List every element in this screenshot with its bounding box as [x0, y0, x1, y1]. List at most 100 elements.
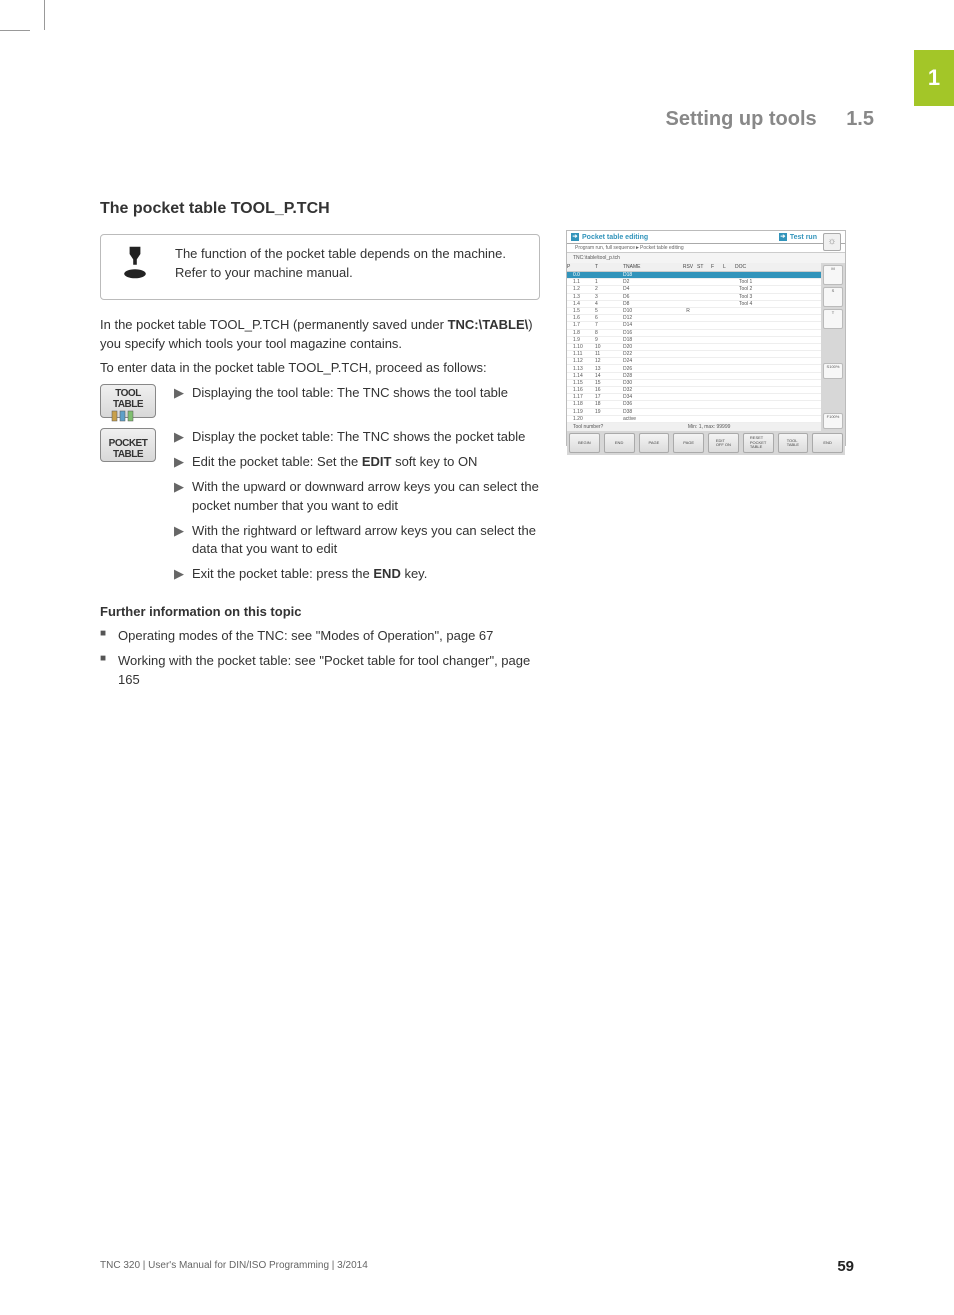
page-number: 59: [837, 1258, 854, 1275]
further-1-text: Operating modes of the TNC: see "Modes o…: [118, 627, 493, 646]
tnc-screenshot: ☼ ➔Pocket table editing ➔Test run Progra…: [566, 230, 846, 446]
section-heading: The pocket table TOOL_P.TCH: [100, 200, 540, 218]
screenshot-softkey[interactable]: PAGE: [673, 433, 704, 453]
table-header: P T TNAME RSV ST F L DOC: [567, 263, 821, 272]
side-tile[interactable]: S: [823, 287, 843, 307]
table-row[interactable]: 1.88D16: [567, 330, 821, 337]
tool-table-softkey[interactable]: TOOL TABLE: [100, 384, 156, 418]
hdr-t: T: [595, 263, 623, 271]
intro-paragraph-1: In the pocket table TOOL_P.TCH (permanen…: [100, 316, 540, 354]
title-left-text: Pocket table editing: [582, 234, 648, 241]
screenshot-softkey[interactable]: RESET POCKET TABLE: [743, 433, 774, 453]
footer-left: TNC 320 | User's Manual for DIN/ISO Prog…: [100, 1260, 368, 1271]
further-item-1: ■ Operating modes of the TNC: see "Modes…: [100, 627, 540, 646]
intro1-bold: TNC:\TABLE\: [448, 317, 529, 332]
table-row[interactable]: 1.77D14: [567, 322, 821, 329]
table-row[interactable]: 1.22D4Tool 2: [567, 286, 821, 293]
bullet-icon: ■: [100, 627, 118, 646]
table-row[interactable]: 1.1616D32: [567, 387, 821, 394]
step-6-text: Exit the pocket table: press the END key…: [192, 565, 427, 584]
step-5-text: With the rightward or leftward arrow key…: [192, 522, 540, 560]
step-row-1: TOOL TABLE ▶ Displaying the tool table: …: [100, 384, 540, 418]
hdr-rsv: RSV: [679, 263, 697, 271]
intro1-part-a: In the pocket table TOOL_P.TCH (permanen…: [100, 317, 448, 332]
step-5: ▶ With the rightward or leftward arrow k…: [174, 522, 540, 560]
step-3: ▶ Edit the pocket table: Set the EDIT so…: [174, 453, 540, 472]
hdr-st: ST: [697, 263, 711, 271]
screenshot-softkey[interactable]: PAGE: [639, 433, 670, 453]
side-tile[interactable]: M: [823, 265, 843, 285]
tool-table-icon: [108, 410, 148, 422]
screenshot-softkey-row: BEGINENDPAGEPAGEEDIT OFF ONRESET POCKET …: [567, 431, 845, 455]
table-row[interactable]: 1.11D2Tool 1: [567, 279, 821, 286]
table-row[interactable]: 1.55D10R: [567, 308, 821, 315]
s3c: soft key to ON: [391, 454, 477, 469]
step-2-text: Display the pocket table: The TNC shows …: [192, 428, 525, 447]
s6c: key.: [401, 566, 428, 581]
softkey-label: POCKET TABLE: [101, 432, 155, 460]
table-row[interactable]: 1.1212D24: [567, 358, 821, 365]
step-2: ▶ Display the pocket table: The TNC show…: [174, 428, 540, 447]
arrow-icon: ➔: [779, 233, 787, 241]
title-right: ➔Test run: [775, 231, 821, 243]
step-3-text: Edit the pocket table: Set the EDIT soft…: [192, 453, 477, 472]
side-override-f[interactable]: F100%: [823, 413, 843, 429]
side-tile[interactable]: T: [823, 309, 843, 329]
screenshot-body: P T TNAME RSV ST F L DOC 0.0D181.11D2Too…: [567, 263, 845, 431]
chapter-tab: 1: [914, 50, 954, 106]
step-marker-icon: ▶: [174, 384, 192, 403]
table-row[interactable]: 1.1414D28: [567, 373, 821, 380]
step-marker-icon: ▶: [174, 565, 192, 584]
table-row[interactable]: 1.1919D38: [567, 409, 821, 416]
pocket-table: P T TNAME RSV ST F L DOC 0.0D181.11D2Too…: [567, 263, 821, 431]
table-row[interactable]: 1.1818D36: [567, 401, 821, 408]
step-1-text: Displaying the tool table: The TNC shows…: [192, 384, 508, 403]
status-left: Tool number?: [573, 424, 603, 430]
further-2-text: Working with the pocket table: see "Pock…: [118, 652, 540, 690]
table-row[interactable]: 1.1010D20: [567, 344, 821, 351]
pocket-table-softkey[interactable]: POCKET TABLE: [100, 428, 156, 462]
step-marker-icon: ▶: [174, 522, 192, 560]
table-row[interactable]: 1.20active: [567, 416, 821, 423]
crop-mark-horizontal: [0, 30, 30, 31]
further-item-2: ■ Working with the pocket table: see "Po…: [100, 652, 540, 690]
further-info-list: ■ Operating modes of the TNC: see "Modes…: [100, 627, 540, 690]
screenshot-softkey[interactable]: END: [812, 433, 843, 453]
table-row[interactable]: 1.99D18: [567, 337, 821, 344]
step-4-text: With the upward or downward arrow keys y…: [192, 478, 540, 516]
step-6: ▶ Exit the pocket table: press the END k…: [174, 565, 540, 584]
table-row[interactable]: 1.1717D34: [567, 394, 821, 401]
s3b: EDIT: [362, 454, 392, 469]
table-row[interactable]: 1.1515D30: [567, 380, 821, 387]
screenshot-softkey[interactable]: BEGIN: [569, 433, 600, 453]
screenshot-softkey[interactable]: END: [604, 433, 635, 453]
step-marker-icon: ▶: [174, 428, 192, 447]
hdr-f: F: [711, 263, 723, 271]
screenshot-softkey[interactable]: EDIT OFF ON: [708, 433, 739, 453]
arrow-icon: ➔: [571, 233, 579, 241]
step-4: ▶ With the upward or downward arrow keys…: [174, 478, 540, 516]
side-override-s[interactable]: S100%: [823, 363, 843, 379]
brightness-icon[interactable]: ☼: [823, 233, 841, 251]
hdr-l: L: [723, 263, 735, 271]
screenshot-softkey[interactable]: TOOL TABLE: [778, 433, 809, 453]
s6a: Exit the pocket table: press the: [192, 566, 373, 581]
screenshot-titlebar: ➔Pocket table editing ➔Test run: [567, 231, 845, 244]
step-1: ▶ Displaying the tool table: The TNC sho…: [174, 384, 540, 403]
side-panel: M S T S100% F100%: [821, 263, 845, 431]
status-bar: Tool number? Min: 1, max: 99999: [567, 423, 821, 431]
softkey-label: TOOL TABLE: [101, 388, 155, 410]
title-right-text: Test run: [790, 234, 817, 241]
crop-mark-vertical: [44, 0, 45, 30]
table-row[interactable]: 1.66D12: [567, 315, 821, 322]
table-row[interactable]: 1.1313D26: [567, 365, 821, 372]
table-rows: 0.0D181.11D2Tool 11.22D4Tool 21.33D6Tool…: [567, 272, 821, 423]
table-row[interactable]: 0.0D18: [567, 272, 821, 279]
step-row-2: POCKET TABLE ▶ Display the pocket table:…: [100, 428, 540, 590]
table-row[interactable]: 1.44D8Tool 4: [567, 301, 821, 308]
further-info-heading: Further information on this topic: [100, 604, 540, 619]
note-text: The function of the pocket table depends…: [175, 245, 525, 283]
table-row[interactable]: 1.1111D22: [567, 351, 821, 358]
note-box: The function of the pocket table depends…: [100, 234, 540, 300]
table-row[interactable]: 1.33D6Tool 3: [567, 294, 821, 301]
